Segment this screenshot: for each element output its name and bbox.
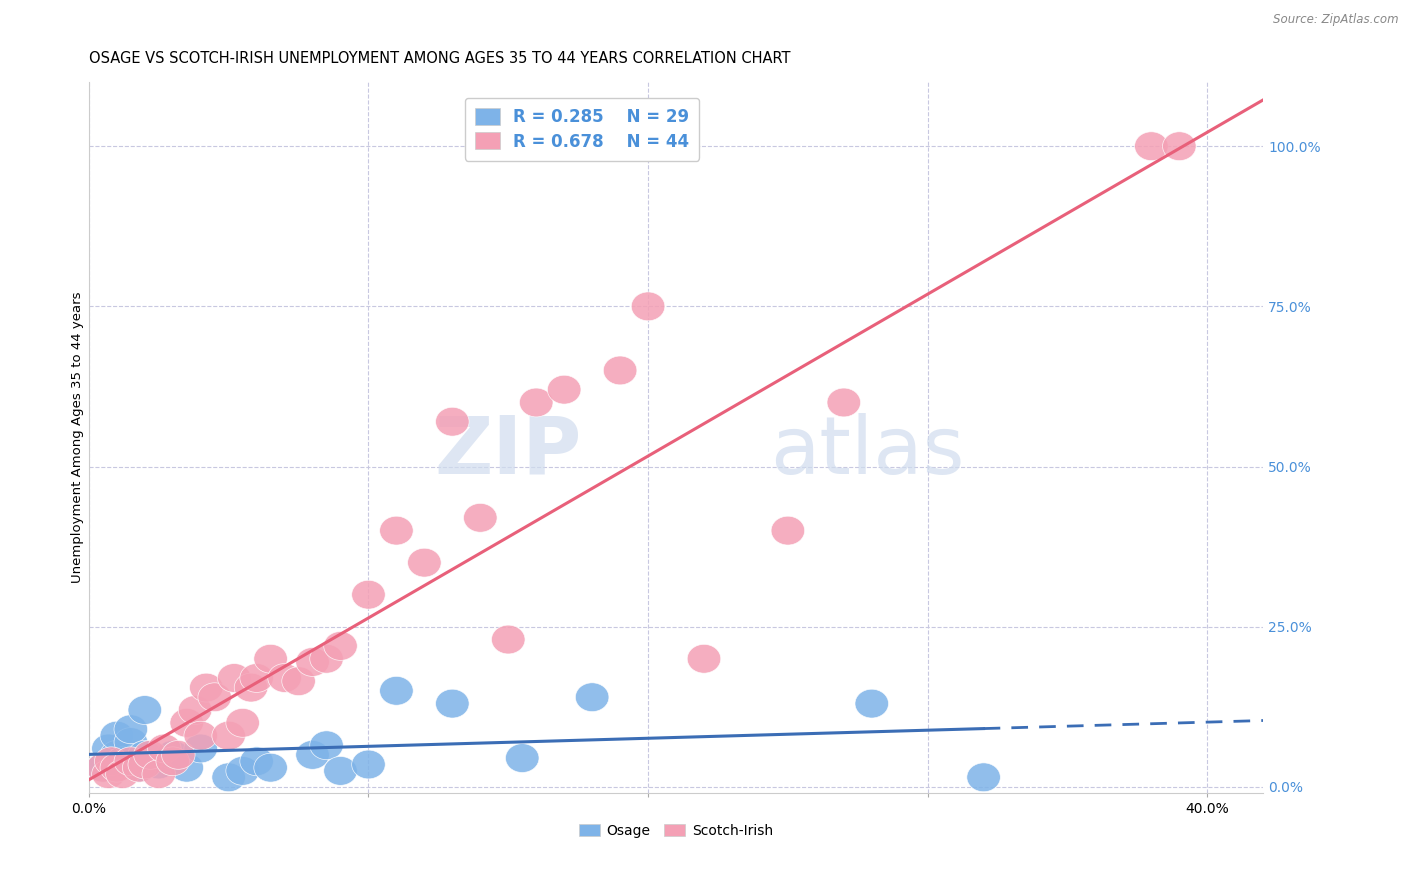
Ellipse shape xyxy=(156,740,190,769)
Ellipse shape xyxy=(91,760,125,789)
Ellipse shape xyxy=(134,740,167,769)
Ellipse shape xyxy=(170,753,204,782)
Ellipse shape xyxy=(100,753,134,782)
Ellipse shape xyxy=(122,753,156,782)
Ellipse shape xyxy=(436,690,470,718)
Ellipse shape xyxy=(506,744,538,772)
Ellipse shape xyxy=(1163,132,1197,161)
Ellipse shape xyxy=(235,673,267,702)
Ellipse shape xyxy=(408,549,441,577)
Ellipse shape xyxy=(128,696,162,724)
Text: atlas: atlas xyxy=(770,413,965,491)
Ellipse shape xyxy=(114,728,148,756)
Ellipse shape xyxy=(226,708,260,738)
Ellipse shape xyxy=(198,682,232,712)
Ellipse shape xyxy=(179,696,212,724)
Ellipse shape xyxy=(295,648,329,676)
Ellipse shape xyxy=(240,747,273,776)
Ellipse shape xyxy=(114,747,148,776)
Ellipse shape xyxy=(128,750,162,779)
Ellipse shape xyxy=(380,676,413,706)
Ellipse shape xyxy=(967,763,1001,792)
Ellipse shape xyxy=(114,714,148,744)
Ellipse shape xyxy=(352,750,385,779)
Ellipse shape xyxy=(190,673,224,702)
Ellipse shape xyxy=(464,503,498,533)
Ellipse shape xyxy=(281,667,315,696)
Ellipse shape xyxy=(352,581,385,609)
Ellipse shape xyxy=(156,747,190,776)
Ellipse shape xyxy=(827,388,860,417)
Ellipse shape xyxy=(380,516,413,545)
Ellipse shape xyxy=(323,756,357,785)
Text: OSAGE VS SCOTCH-IRISH UNEMPLOYMENT AMONG AGES 35 TO 44 YEARS CORRELATION CHART: OSAGE VS SCOTCH-IRISH UNEMPLOYMENT AMONG… xyxy=(89,51,790,66)
Ellipse shape xyxy=(100,740,134,769)
Ellipse shape xyxy=(688,644,721,673)
Text: Source: ZipAtlas.com: Source: ZipAtlas.com xyxy=(1274,13,1399,27)
Ellipse shape xyxy=(94,747,128,776)
Ellipse shape xyxy=(631,292,665,321)
Ellipse shape xyxy=(212,722,246,750)
Ellipse shape xyxy=(184,722,218,750)
Ellipse shape xyxy=(492,625,524,654)
Ellipse shape xyxy=(267,664,301,692)
Ellipse shape xyxy=(254,644,287,673)
Ellipse shape xyxy=(162,740,195,769)
Ellipse shape xyxy=(184,734,218,763)
Ellipse shape xyxy=(519,388,553,417)
Legend: Osage, Scotch-Irish: Osage, Scotch-Irish xyxy=(574,818,779,843)
Ellipse shape xyxy=(105,760,139,789)
Ellipse shape xyxy=(218,664,252,692)
Ellipse shape xyxy=(770,516,804,545)
Ellipse shape xyxy=(105,747,139,776)
Ellipse shape xyxy=(170,708,204,738)
Ellipse shape xyxy=(91,734,125,763)
Ellipse shape xyxy=(295,740,329,769)
Ellipse shape xyxy=(128,740,162,769)
Text: ZIP: ZIP xyxy=(434,413,582,491)
Ellipse shape xyxy=(86,753,120,782)
Ellipse shape xyxy=(226,756,260,785)
Ellipse shape xyxy=(436,408,470,436)
Ellipse shape xyxy=(254,753,287,782)
Ellipse shape xyxy=(122,753,156,782)
Ellipse shape xyxy=(100,722,134,750)
Ellipse shape xyxy=(547,376,581,404)
Ellipse shape xyxy=(309,731,343,760)
Ellipse shape xyxy=(855,690,889,718)
Ellipse shape xyxy=(240,664,273,692)
Ellipse shape xyxy=(212,763,246,792)
Ellipse shape xyxy=(142,750,176,779)
Ellipse shape xyxy=(86,753,120,782)
Ellipse shape xyxy=(148,734,181,763)
Ellipse shape xyxy=(323,632,357,660)
Ellipse shape xyxy=(1135,132,1168,161)
Y-axis label: Unemployment Among Ages 35 to 44 years: Unemployment Among Ages 35 to 44 years xyxy=(72,292,84,583)
Ellipse shape xyxy=(603,356,637,384)
Ellipse shape xyxy=(309,644,343,673)
Ellipse shape xyxy=(142,760,176,789)
Ellipse shape xyxy=(575,682,609,712)
Ellipse shape xyxy=(156,747,190,776)
